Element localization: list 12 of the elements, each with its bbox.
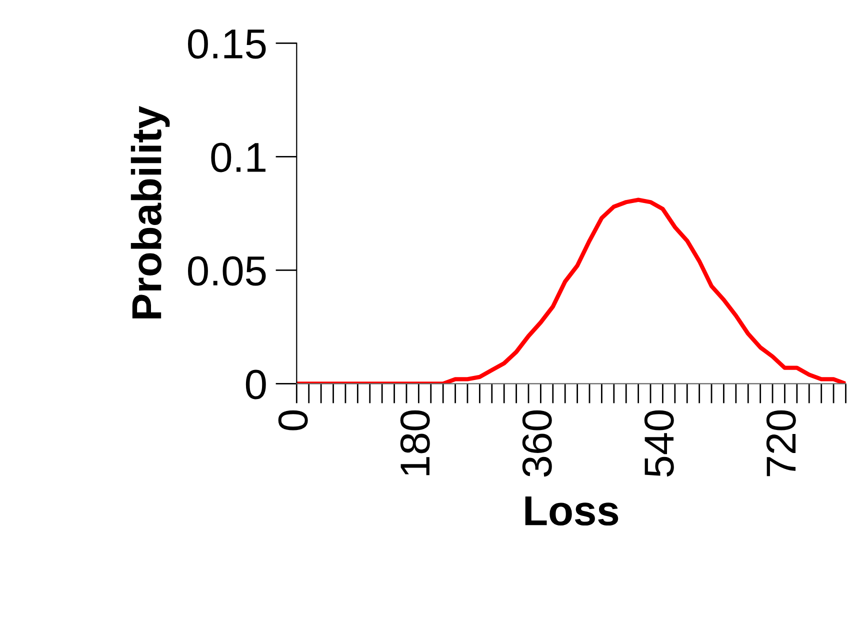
y-tick-label: 0.05 bbox=[188, 256, 266, 286]
x-axis-title: Loss bbox=[525, 496, 618, 526]
y-axis-title: Probability bbox=[130, 106, 170, 318]
x-tick-label: 720 bbox=[766, 410, 796, 476]
x-tick-label: 540 bbox=[644, 410, 674, 477]
line-series bbox=[296, 198, 846, 384]
y-tick-label: 0.15 bbox=[188, 29, 266, 59]
y-tick-label: 0 bbox=[246, 370, 266, 400]
x-tick-label: 180 bbox=[400, 410, 430, 476]
x-tick-label: 360 bbox=[522, 410, 552, 477]
x-tick-label: 0 bbox=[278, 410, 308, 430]
y-tick-label: 0.1 bbox=[211, 142, 266, 172]
